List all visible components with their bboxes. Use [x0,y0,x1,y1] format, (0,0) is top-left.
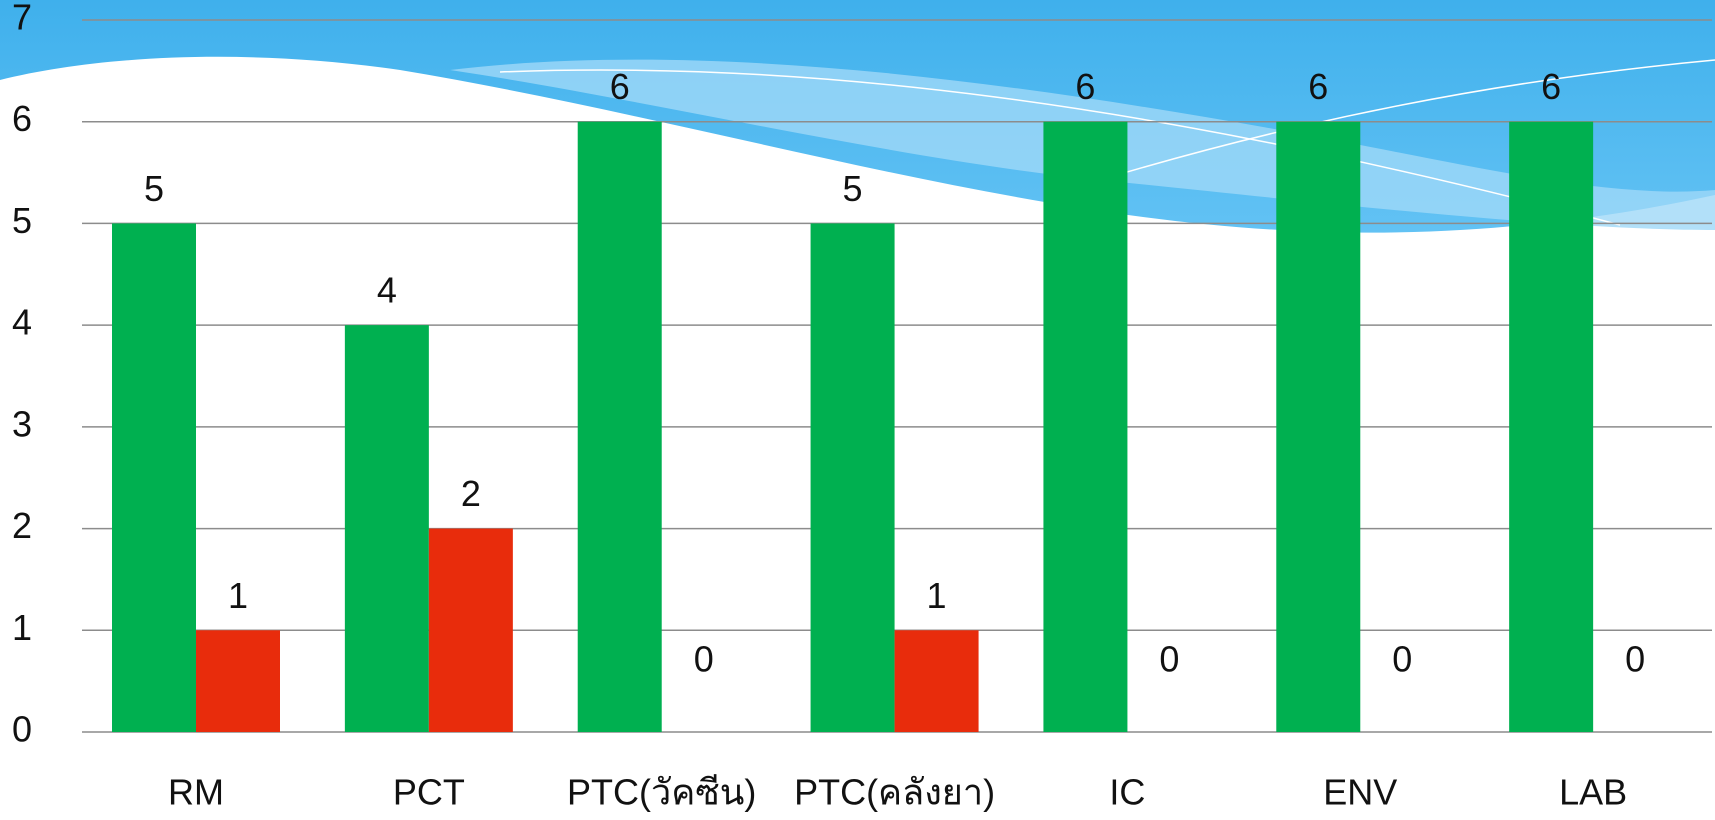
bar [1509,121,1594,732]
data-label: 6 [1308,66,1328,107]
x-tick-label: IC [1109,772,1145,813]
bar [894,630,979,732]
y-tick-label: 7 [12,0,32,38]
y-tick-label: 6 [12,98,32,139]
data-label: 2 [461,473,481,514]
x-tick-label: LAB [1559,772,1627,813]
bar [1043,121,1128,732]
data-label: 5 [144,168,164,209]
data-label: 6 [610,66,630,107]
x-tick-label: PTC(วัคซีน) [567,772,756,813]
bar [112,223,196,732]
data-label: 4 [377,270,397,311]
y-tick-label: 4 [12,302,32,343]
y-tick-label: 0 [12,709,32,750]
data-label: 5 [843,168,863,209]
data-label: 6 [1541,66,1561,107]
y-tick-label: 3 [12,403,32,444]
y-tick-label: 5 [12,200,32,241]
x-tick-label: PCT [393,772,465,813]
y-tick-label: 1 [12,607,32,648]
bar [810,223,895,732]
bar [428,528,513,732]
bar [577,121,662,732]
data-label: 0 [694,639,714,680]
plot-area: 0 1 2 3 4 5 6 7 5 1 RM 4 2 PCT 6 0 PTC(วัคซีน) 5 1 PTC(คลัง… [12,0,1712,813]
data-label: 0 [1392,639,1412,680]
data-label: 1 [228,575,248,616]
data-label: 0 [1625,639,1645,680]
data-label: 1 [927,575,947,616]
bar [1276,121,1361,732]
y-tick-label: 2 [12,505,32,546]
x-tick-label: RM [168,772,224,813]
bar [196,630,280,732]
bar [344,325,429,732]
data-label: 0 [1159,639,1179,680]
data-label: 6 [1075,66,1095,107]
x-tick-label: ENV [1323,772,1397,813]
x-tick-label: PTC(คลังยา) [794,772,995,813]
